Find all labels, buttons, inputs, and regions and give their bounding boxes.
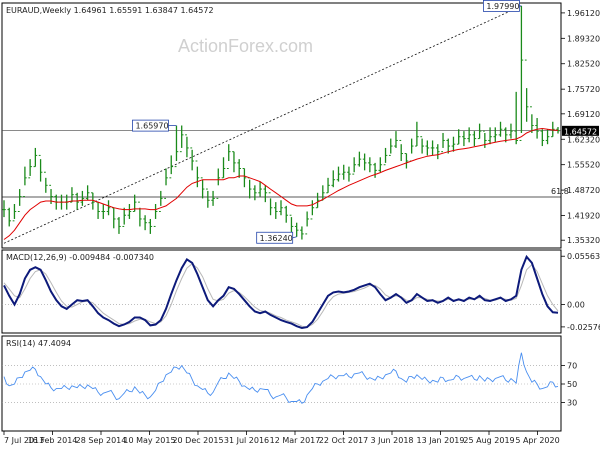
watermark: ActionForex.com [178, 36, 313, 56]
current-price-tag [562, 125, 599, 136]
price-panel-frame [1, 2, 562, 249]
macd-y-tick-label: 0.055637 [567, 252, 600, 261]
macd-line [3, 254, 559, 330]
x-tick-label: 22 Oct 2017 [319, 436, 368, 445]
macd-signal-line [3, 263, 559, 328]
moving-average-line [3, 127, 559, 240]
macd-y-tick-label: -0.02576 [567, 323, 600, 332]
x-tick-label: 13 Jan 2019 [417, 436, 465, 445]
x-tick-label: 31 Jul 2016 [224, 436, 269, 445]
annotation-label: 1.65970 [135, 122, 168, 131]
annotation-box [256, 231, 294, 244]
macd-chart-title: MACD(12,26,9) -0.009484 -0.007340 [6, 253, 154, 262]
price-y-tick-label: 1.69120 [567, 110, 600, 119]
x-tick-label: 16 Feb 2014 [28, 436, 78, 445]
annotation-label: 1.97990 [486, 2, 519, 11]
annotation-leader [292, 236, 297, 239]
x-tick-label: 5 Apr 2020 [515, 436, 559, 445]
price-y-tick-label: 1.55520 [567, 161, 600, 170]
price-y-tick-label: 1.89320 [567, 34, 600, 43]
x-tick-label: 10 May 2015 [123, 436, 175, 445]
x-tick-label: 7 Jul 2013 [4, 436, 44, 445]
rsi-y-tick-label: 30 [567, 398, 577, 407]
trend-line [3, 5, 522, 244]
price-y-tick-label: 1.62320 [567, 135, 600, 144]
rsi-chart-title: RSI(14) 47.4094 [6, 339, 71, 348]
x-tick-label: 20 Dec 2015 [172, 436, 223, 445]
price-y-tick-label: 1.41920 [567, 212, 600, 221]
macd-layer [2, 254, 561, 330]
rsi-y-tick-label: 50 [567, 380, 577, 389]
price-chart-title: EURAUD,Weekly 1.64961 1.65591 1.63847 1.… [6, 6, 214, 15]
annotation-label: 1.36240 [260, 234, 293, 243]
rsi-line [3, 352, 559, 404]
price-y-tick-label: 1.82520 [567, 60, 600, 69]
annotation-box [132, 119, 169, 132]
price-layer: 61.8 1.65970 1.97990 1.36240 [2, 0, 569, 244]
price-y-tick-label: 1.35320 [567, 236, 600, 245]
macd-y-tick-label: 0.00 [567, 301, 585, 310]
rsi-layer [2, 352, 561, 404]
price-y-tick-label: 1.75720 [567, 85, 600, 94]
rsi-y-tick-label: 70 [567, 362, 577, 371]
fib-level-label: 61.8 [551, 187, 569, 196]
rsi-panel-frame [1, 335, 562, 432]
x-tick-label: 28 Sep 2014 [76, 436, 127, 445]
axis-layer: 1.96120 1.89320 1.82520 1.75720 1.69120 1.623… [3, 9, 600, 445]
price-y-tick-label: 1.96120 [567, 9, 600, 18]
annotation-box [483, 0, 520, 12]
price-y-tick-label: 1.48720 [567, 186, 600, 195]
macd-panel-frame [1, 249, 562, 334]
x-tick-label: 25 Aug 2019 [463, 436, 514, 445]
x-tick-label: 3 Jun 2018 [370, 436, 413, 445]
x-tick-label: 12 Mar 2017 [270, 436, 321, 445]
current-price-label: 1.64572 [564, 127, 597, 136]
